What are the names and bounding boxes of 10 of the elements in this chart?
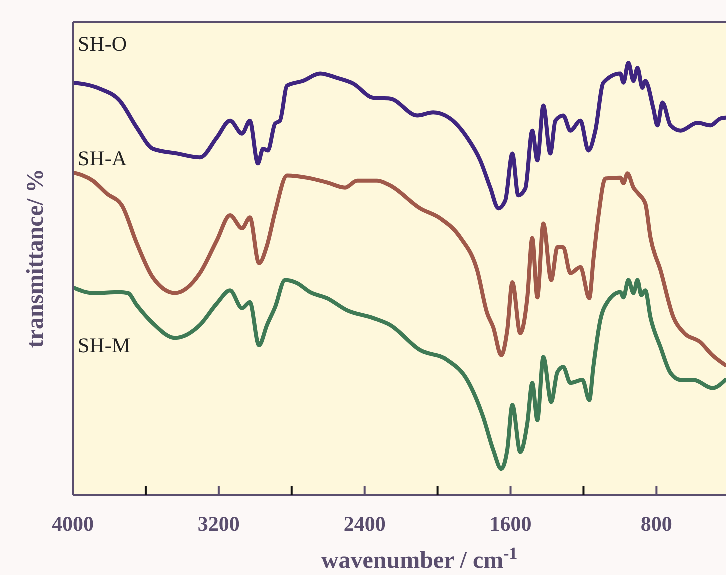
x-tick-label: 4000 [52,512,94,536]
x-tick-label: 800 [640,512,672,536]
x-tick-label: 1600 [490,512,532,536]
y-axis-title: transmittance/ % [23,168,49,348]
series-label: SH-A [78,146,128,171]
series-label: SH-M [78,334,131,358]
x-tick-label: 3200 [198,512,240,536]
series-label: SH-O [78,32,128,56]
x-axis-title: wavenumber / cm$^{-1}$ [321,544,518,574]
x-tick-label: 2400 [344,512,386,536]
